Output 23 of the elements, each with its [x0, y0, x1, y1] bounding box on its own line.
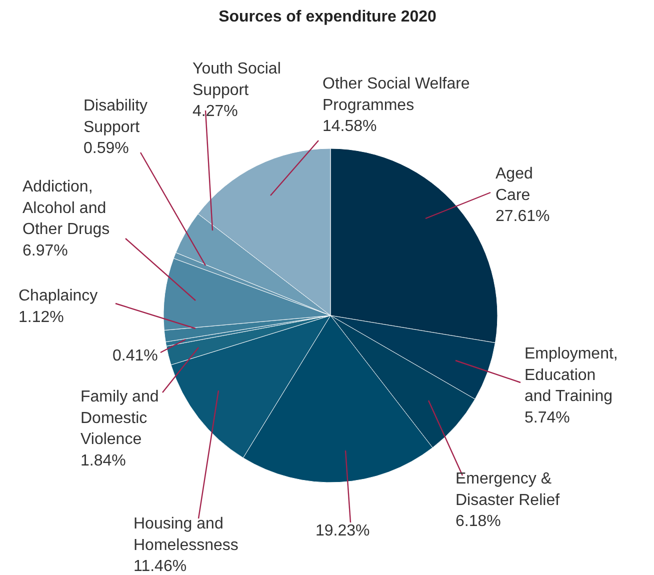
slice-label: Emergency & Disaster Relief: [456, 470, 560, 509]
slice-label: Aged Care: [496, 166, 533, 204]
slice-label: Addiction, Alcohol and Other Drugs: [22, 178, 110, 238]
slice-label: Chaplaincy: [18, 288, 98, 304]
data-label: 11.46%: [134, 558, 187, 575]
data-label: 19.23%: [316, 522, 370, 540]
chart-title: Sources of expenditure 2020: [218, 8, 437, 26]
data-label: 4.27%: [192, 103, 238, 120]
data-label: 0.59%: [84, 140, 129, 157]
data-label: 6.97%: [22, 242, 68, 260]
slice-label: Family and Domestic Violence: [80, 388, 159, 448]
data-label: 14.58%: [322, 118, 377, 135]
slice-label: Disability Support: [84, 98, 148, 136]
slice-label: Other Social Welfare Programmes: [322, 76, 470, 114]
data-label: 0.41%: [112, 348, 158, 364]
slice-label: Employment, Education and Training: [524, 346, 618, 405]
data-label: 1.84%: [80, 452, 126, 470]
data-label: 27.61%: [496, 208, 550, 225]
data-label: 6.18%: [456, 513, 501, 530]
slice-label: Housing and Homelessness: [134, 516, 238, 554]
data-label: 1.12%: [18, 308, 64, 326]
slice-label: Youth Social Support: [192, 60, 281, 99]
data-label: 5.74%: [524, 409, 570, 426]
